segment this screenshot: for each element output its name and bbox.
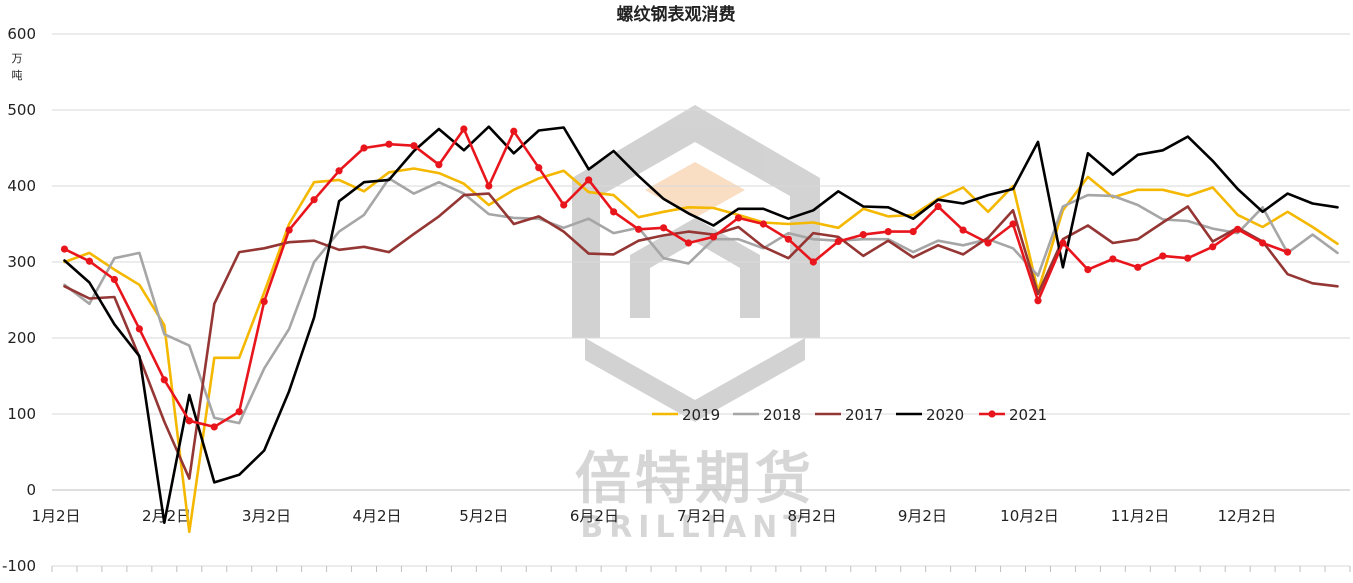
- data-point-2021: [634, 225, 643, 233]
- data-point-2021: [560, 201, 568, 209]
- data-point-2021: [784, 235, 792, 243]
- legend-label-2017: 2017: [845, 406, 883, 424]
- data-point-2021: [485, 182, 493, 190]
- data-point-2021: [360, 144, 368, 152]
- y-tick-label: 0: [26, 481, 36, 499]
- data-point-2021: [834, 237, 842, 246]
- data-point-2021: [535, 164, 543, 172]
- y-tick-label: 300: [7, 253, 36, 271]
- x-tick-label: 4月2日: [352, 507, 401, 525]
- data-point-2021: [934, 202, 942, 211]
- series-line-2020: [63, 125, 1339, 525]
- legend: 2019 2018 2017 2020 2021: [652, 406, 1047, 424]
- data-point-2021: [1234, 225, 1242, 233]
- data-point-2021: [1209, 243, 1217, 251]
- data-point-2021: [135, 325, 143, 333]
- x-tick-label: 12月2日: [1218, 507, 1277, 525]
- data-point-2021: [734, 214, 743, 222]
- data-point-2021: [659, 224, 668, 232]
- data-point-2021: [285, 226, 293, 234]
- data-point-2021: [435, 161, 443, 169]
- axes: [51, 489, 1351, 572]
- data-point-2021: [510, 127, 518, 135]
- data-point-2021: [1084, 266, 1092, 274]
- data-point-2021: [709, 233, 718, 241]
- data-point-2021: [460, 125, 468, 133]
- data-point-2021: [110, 275, 119, 284]
- watermark-text-cn: 倍特期货: [575, 447, 815, 512]
- data-point-2021: [759, 220, 768, 228]
- data-point-2021: [60, 245, 69, 253]
- data-point-2021: [260, 297, 268, 306]
- x-tick-label: 1月2日: [31, 507, 80, 525]
- data-point-2021: [85, 257, 94, 265]
- y-tick-label: 500: [7, 101, 36, 119]
- y-axis-unit-label: 万吨: [12, 52, 23, 82]
- legend-label-2018: 2018: [763, 406, 801, 424]
- data-point-2021: [210, 423, 218, 431]
- series-line-2019: [63, 167, 1339, 534]
- data-point-2021: [684, 239, 693, 247]
- data-point-2021: [1184, 254, 1192, 262]
- legend-marker-2021: [988, 410, 996, 418]
- data-point-2021: [385, 140, 393, 148]
- data-point-2021: [1109, 255, 1117, 263]
- x-tick-label: 3月2日: [242, 507, 291, 525]
- x-tick-label: 10月2日: [1000, 507, 1059, 525]
- series-line-2018: [63, 177, 1339, 425]
- series-line-2021: [63, 127, 1289, 429]
- y-tick-labels: -100 0 100 200 300 400 500 600: [2, 25, 36, 575]
- grid-lines: [52, 33, 1350, 567]
- y-tick-label: 600: [7, 25, 36, 43]
- series-line-2017: [63, 192, 1339, 480]
- data-point-2021: [959, 226, 967, 234]
- y-unit-char: 吨: [12, 69, 23, 82]
- data-point-2021: [884, 228, 892, 236]
- data-point-2021: [610, 208, 618, 216]
- data-point-2021: [1159, 252, 1167, 260]
- data-point-2021: [809, 258, 817, 266]
- chart-title: 螺纹钢表观消费: [617, 4, 736, 25]
- data-point-2021: [310, 196, 318, 204]
- data-point-2021: [1134, 263, 1142, 271]
- data-point-2021: [160, 376, 168, 384]
- x-tick-label: 6月2日: [570, 507, 619, 525]
- x-tick-label: 9月2日: [898, 507, 947, 525]
- watermark-text-en: BRILLIANT: [580, 510, 809, 545]
- x-tick-label: 7月2日: [677, 507, 726, 525]
- data-point-2021: [859, 231, 867, 239]
- y-tick-label: 100: [7, 405, 36, 423]
- legend-label-2021: 2021: [1009, 406, 1047, 424]
- data-point-2021: [235, 408, 243, 416]
- data-point-2021: [909, 228, 917, 236]
- x-tick-labels: 1月2日 2月2日 3月2日 4月2日 5月2日 6月2日 7月2日 8月2日 9月2日 10月2…: [31, 507, 1276, 525]
- data-point-2021: [185, 417, 193, 425]
- legend-label-2019: 2019: [682, 406, 720, 424]
- data-point-2021: [1259, 239, 1267, 247]
- y-unit-char: 万: [12, 52, 23, 65]
- x-tick-label: 11月2日: [1111, 507, 1170, 525]
- data-point-2021: [1009, 220, 1017, 228]
- x-tick-label: 8月2日: [788, 507, 837, 525]
- y-tick-label: 400: [7, 177, 36, 195]
- y-tick-label: 200: [7, 329, 36, 347]
- data-point-2021: [1034, 297, 1042, 305]
- data-point-2021: [335, 167, 343, 175]
- data-point-2021: [1283, 248, 1292, 256]
- y-tick-label: -100: [2, 557, 36, 575]
- data-point-2021: [984, 239, 992, 247]
- watermark-logo: 倍特期货 BRILLIANT: [572, 105, 820, 545]
- x-tick-label: 5月2日: [459, 507, 508, 525]
- data-point-2021: [410, 142, 418, 150]
- legend-label-2020: 2020: [926, 406, 964, 424]
- data-point-2021: [1059, 239, 1067, 247]
- series-lines: [60, 125, 1339, 534]
- data-point-2021: [585, 176, 593, 184]
